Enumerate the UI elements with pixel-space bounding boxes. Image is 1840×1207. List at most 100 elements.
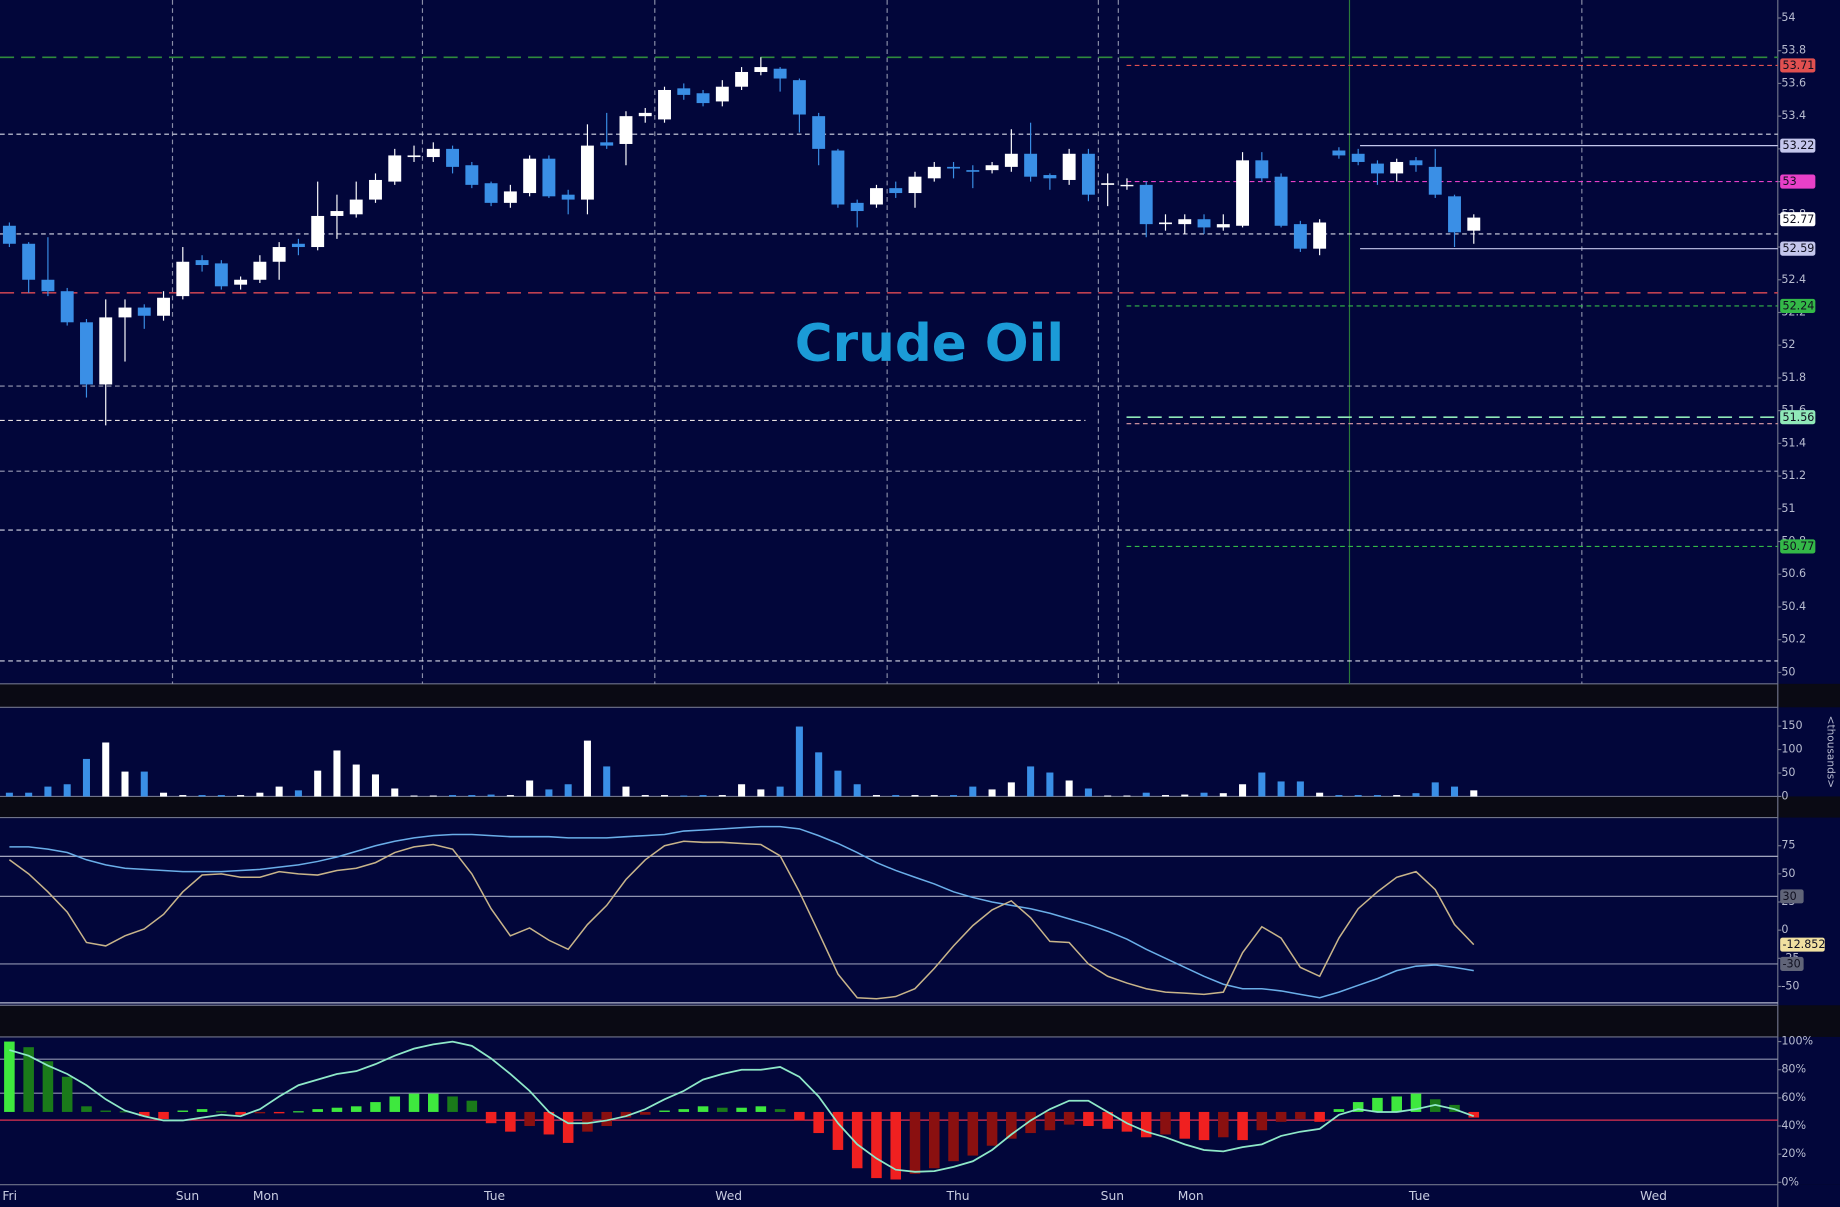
histogram-bar (254, 1111, 266, 1114)
price-tag-label: 52.77 (1783, 213, 1815, 226)
histogram-bar (1314, 1111, 1325, 1122)
price-tag (1780, 410, 1816, 425)
oscillator-line (9, 825, 1474, 999)
volume-bar (1393, 795, 1401, 797)
candle-body (272, 247, 286, 262)
y-tick-label: 50 (1781, 665, 1795, 678)
candle-body (60, 291, 74, 323)
y-tick-label: 51.8 (1781, 371, 1806, 384)
candle-body (1313, 222, 1327, 249)
price-tag-label: 50.77 (1783, 540, 1815, 553)
histogram-bar (678, 1109, 690, 1112)
histogram-bar (408, 1093, 420, 1112)
candle-body (426, 148, 440, 158)
candle-body (369, 179, 382, 200)
volume-bar (333, 750, 341, 797)
price-tag (1780, 298, 1816, 313)
y-tick-label: 52.4 (1781, 273, 1806, 286)
histogram-bar (890, 1111, 902, 1180)
y-tick-label: 75 (1781, 839, 1795, 852)
histogram-bar (158, 1111, 169, 1119)
volume-bar (449, 795, 457, 797)
volume-bar (371, 774, 380, 797)
volume-bar (160, 792, 168, 797)
y-tick-label: 50 (1781, 766, 1795, 779)
volume-bar (352, 764, 360, 797)
histogram-bar (1391, 1096, 1402, 1112)
histogram-bar (1372, 1097, 1383, 1112)
candle-body (503, 191, 517, 203)
histogram-bar (562, 1111, 574, 1143)
volume-bar (1335, 795, 1343, 797)
y-tick-label: -50 (1781, 979, 1799, 992)
histogram-bar (1025, 1111, 1036, 1134)
histogram-bar (928, 1111, 940, 1169)
volume-bar (82, 758, 90, 797)
level-tag (1780, 889, 1804, 904)
candle-body (908, 176, 922, 194)
volume-bar (256, 792, 264, 797)
volume-bar (140, 771, 148, 797)
volume-bar (1296, 781, 1304, 797)
level-tag-label: 30 (1783, 890, 1797, 903)
volume-bar (1258, 772, 1266, 797)
volume-bar (1046, 772, 1054, 797)
last-value-label: -12.852 (1783, 938, 1826, 951)
candle-body (195, 260, 209, 266)
histogram-bar (119, 1111, 131, 1113)
time-axis (0, 1184, 1840, 1207)
candle-body (1081, 153, 1095, 195)
volume-bar (1104, 795, 1112, 797)
volume-bar (680, 795, 688, 797)
volume-bar (237, 795, 245, 797)
histogram-bar (23, 1047, 34, 1112)
candle-body (137, 307, 151, 316)
candle-body (754, 67, 768, 72)
candle-body (1409, 160, 1423, 166)
candle-body (1139, 184, 1153, 225)
candle-body (1004, 153, 1018, 167)
volume-bar (892, 795, 900, 797)
histogram-bar (370, 1102, 381, 1112)
candle-body (253, 261, 267, 280)
histogram-bar (582, 1111, 593, 1132)
volume-bar (564, 784, 572, 797)
histogram-bar (196, 1109, 208, 1112)
price-tag-label: 53.71 (1783, 59, 1815, 72)
candle-body (792, 80, 806, 115)
candle-body (388, 155, 402, 182)
volume-bar (776, 786, 784, 797)
histogram-bar (736, 1107, 747, 1112)
candle-body (2, 225, 16, 244)
candle-body (1351, 153, 1365, 162)
x-tick-label: Tue (483, 1189, 505, 1203)
x-tick-label: Sun (176, 1189, 199, 1203)
volume-bar (526, 780, 534, 797)
oscillator-line (8, 840, 1475, 1000)
histogram-bar (832, 1111, 844, 1150)
volume-bar (1219, 793, 1227, 797)
histogram-bar (543, 1111, 555, 1135)
candle-body (889, 188, 903, 194)
histogram-bar (1006, 1111, 1017, 1139)
histogram-bar (1179, 1111, 1191, 1139)
histogram-bar (1352, 1102, 1364, 1112)
volume-bar (969, 786, 977, 797)
candle-body (1216, 224, 1230, 228)
y-tick-label: 20% (1781, 1147, 1806, 1160)
volume-bar (179, 795, 187, 797)
volume-bar (660, 795, 669, 797)
candle-body (600, 142, 614, 146)
volume-bar (429, 795, 437, 797)
histogram-bar (1121, 1111, 1133, 1132)
candle-body (1274, 176, 1288, 226)
candle-body (80, 322, 93, 385)
y-tick-label: 80% (1781, 1063, 1806, 1076)
candle-body (330, 211, 344, 216)
volume-bar (988, 789, 996, 797)
histogram-bar (428, 1093, 439, 1112)
histogram-bar (4, 1041, 15, 1112)
volume-bar (1123, 795, 1131, 797)
volume-bar (1239, 784, 1247, 797)
volume-bar (583, 740, 591, 797)
